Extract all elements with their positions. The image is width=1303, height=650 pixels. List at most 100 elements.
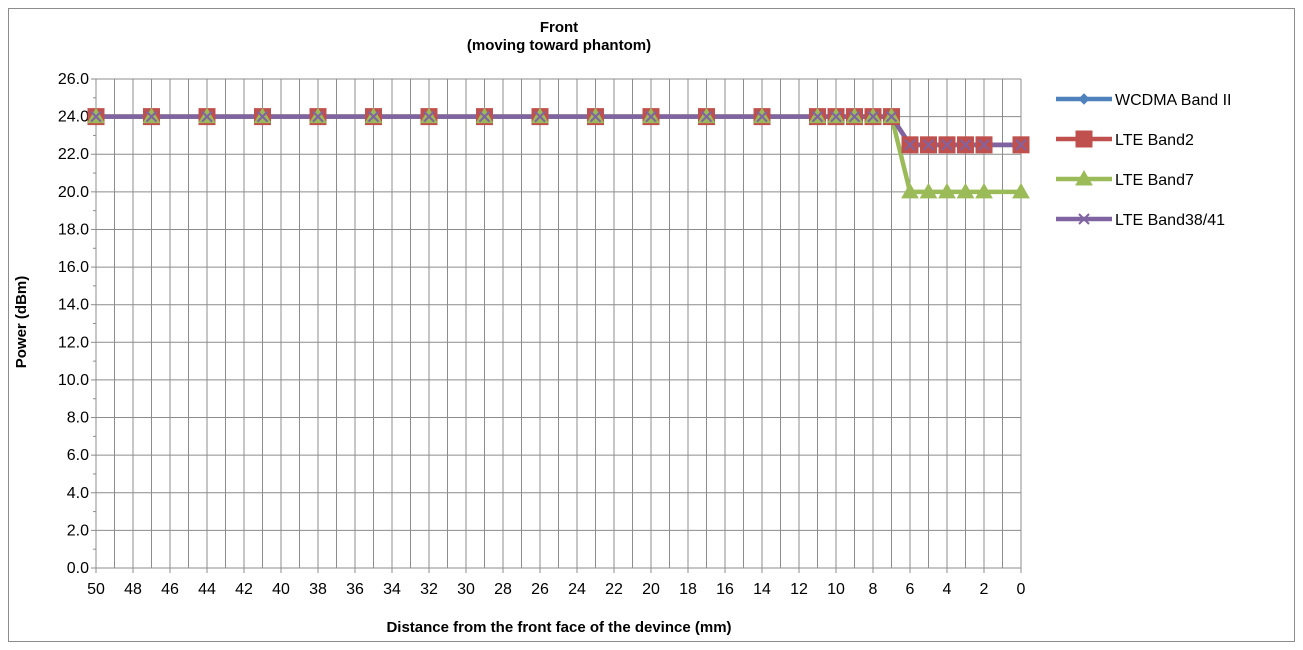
legend-marker-shape [1078,93,1090,105]
x-marker-stroke [645,110,657,123]
y-tick-label: 10.0 [58,372,89,389]
data-point-lte-band7 [975,182,993,199]
x-tick-label: 46 [161,581,179,598]
x-tick-label: 26 [531,581,549,598]
x-marker-stroke [904,139,916,151]
legend-entry-lte-band7: LTE Band7 [1056,169,1194,189]
legend-marker-lte-band38-41 [1078,213,1090,225]
x-marker-stroke [756,110,768,123]
x-tick-label: 44 [198,581,216,598]
x-marker-stroke [256,110,269,123]
data-point-lte-band38-41 [830,110,842,123]
y-tick-label: 24.0 [58,109,89,126]
x-tick-label: 18 [679,581,697,598]
y-tick-label: 22.0 [58,146,89,163]
x-axis-title: Distance from the front face of the devi… [386,619,731,636]
legend-marker-shape [1075,169,1093,186]
x-tick-label: 12 [790,581,808,598]
data-point-lte-band38-41 [700,110,713,123]
y-axis-title: Power (dBm) [13,276,30,369]
x-marker-stroke [534,110,546,123]
data-point-lte-band38-41 [885,110,898,123]
x-tick-label: 4 [943,581,952,598]
y-tick-label: 6.0 [67,447,89,464]
x-tick-label: 14 [753,581,771,598]
legend-label-wcdma-band-ii: WCDMA Band II [1115,92,1231,109]
data-point-lte-band38-41 [848,110,861,123]
legend-entry-lte-band2: LTE Band2 [1056,130,1194,149]
x-marker-stroke [959,139,972,151]
x-marker-stroke [885,110,898,123]
x-marker-stroke [830,110,842,123]
legend-label-lte-band7: LTE Band7 [1115,172,1194,189]
data-point-lte-band7 [956,182,975,199]
x-tick-label: 2 [980,581,989,598]
data-point-lte-band38-41 [645,110,657,123]
x-marker-stroke [589,110,602,123]
x-marker-stroke [867,110,879,123]
x-tick-label: 34 [383,581,401,598]
legend-marker-shape [1075,130,1093,148]
data-point-lte-band38-41 [978,139,990,151]
y-tick-label: 12.0 [58,334,89,351]
y-tick-label: 2.0 [67,522,89,539]
x-marker-stroke [941,139,953,151]
data-point-lte-band38-41 [922,139,935,151]
x-marker-stroke [1078,213,1090,225]
y-tick-label: 18.0 [58,221,89,238]
legend-marker-shape [1078,213,1090,225]
x-tick-label: 36 [346,581,364,598]
legend: WCDMA Band II LTE Band2 LTE Band7 LTE Ba… [1056,92,1231,229]
x-tick-label: 6 [906,581,915,598]
x-marker-stroke [90,110,102,123]
legend-entry-wcdma-band-ii: WCDMA Band II [1056,92,1231,109]
grid [95,78,1022,569]
x-marker-stroke [201,110,213,123]
legend-entry-lte-band38-41: LTE Band38/41 [1056,212,1225,229]
data-point-lte-band38-41 [145,110,158,123]
x-tick-label: 40 [272,581,290,598]
x-marker-stroke [423,110,435,123]
x-tick-label: 0 [1017,581,1026,598]
data-point-lte-band38-41 [867,110,879,123]
x-tick-label: 42 [235,581,253,598]
x-marker-stroke [367,110,380,123]
chart-subtitle: (moving toward phantom) [467,37,651,54]
axes: 0.0 2.0 4.0 6.0 8.0 10.0 12.0 14.0 16.0 18.0 20.0 2… [58,71,1026,598]
data-point-lte-band7 [919,182,938,199]
data-point-lte-band7 [901,182,919,199]
data-point-lte-band38-41 [756,110,768,123]
x-marker-stroke [478,110,491,123]
x-marker-stroke [145,110,158,123]
data-point-lte-band38-41 [423,110,435,123]
legend-marker-lte-band2 [1075,130,1093,148]
x-marker-stroke [1015,139,1027,151]
y-tick-label: 4.0 [67,485,89,502]
legend-marker-wcdma-band-ii [1078,93,1090,105]
data-point-lte-band38-41 [904,139,916,151]
data-point-lte-band38-41 [534,110,546,123]
data-point-lte-band38-41 [201,110,213,123]
x-tick-label: 48 [124,581,142,598]
x-marker-stroke [700,110,713,123]
x-tick-label: 16 [716,581,734,598]
data-point-lte-band38-41 [811,110,824,123]
data-point-lte-band38-41 [1015,139,1027,151]
x-tick-label: 32 [420,581,438,598]
data-point-lte-band7 [938,182,956,199]
x-marker-stroke [922,139,935,151]
x-tick-label: 20 [642,581,660,598]
x-tick-label: 30 [457,581,475,598]
data-point-lte-band38-41 [478,110,491,123]
x-tick-label: 38 [309,581,327,598]
y-tick-label: 26.0 [58,71,89,88]
data-point-lte-band7 [1012,182,1030,199]
chart-title: Front [540,19,578,36]
data-point-lte-band38-41 [589,110,602,123]
x-tick-label: 28 [494,581,512,598]
data-point-lte-band38-41 [256,110,269,123]
legend-marker-lte-band7 [1075,169,1093,186]
y-tick-label: 16.0 [58,259,89,276]
x-marker-stroke [811,110,824,123]
